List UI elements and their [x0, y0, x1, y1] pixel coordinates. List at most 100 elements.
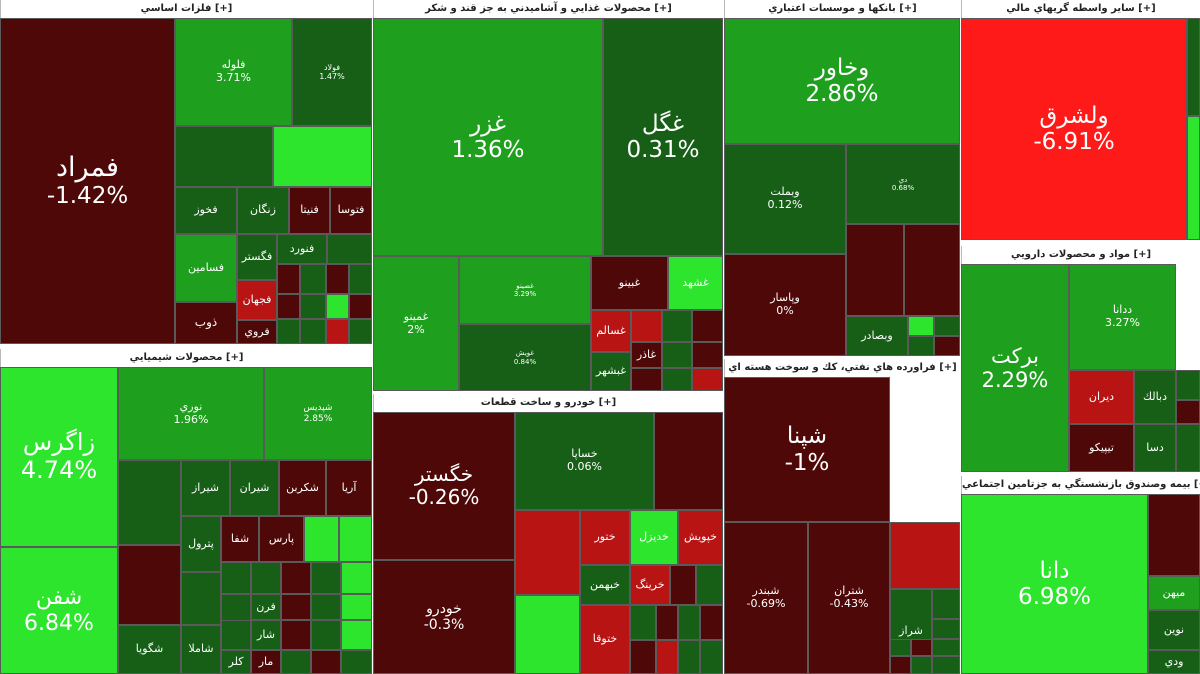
treemap-cell[interactable]: ختوقا: [580, 605, 630, 674]
treemap-cell[interactable]: [630, 640, 656, 674]
treemap-cell[interactable]: [932, 589, 960, 619]
treemap-cell[interactable]: غمينو 2%: [373, 256, 459, 391]
treemap-cell[interactable]: [341, 650, 372, 674]
treemap-cell[interactable]: [277, 294, 300, 319]
treemap-cell[interactable]: [349, 264, 372, 294]
treemap-cell[interactable]: [662, 368, 692, 391]
treemap-cell[interactable]: [700, 605, 723, 640]
treemap-cell[interactable]: [277, 264, 300, 294]
treemap-cell[interactable]: [175, 126, 273, 187]
treemap-cell[interactable]: [932, 639, 960, 656]
treemap-cell[interactable]: [630, 605, 656, 640]
treemap-cell[interactable]: [1187, 116, 1200, 240]
treemap-cell[interactable]: [631, 310, 662, 342]
treemap-cell[interactable]: ددانا 3.27%: [1069, 264, 1176, 370]
treemap-cell[interactable]: فتوسا: [330, 187, 372, 234]
treemap-cell[interactable]: [181, 572, 221, 625]
treemap-cell[interactable]: فنورد: [277, 234, 327, 264]
sector-header[interactable]: فراورده هاي نفتي، كك و سوخت هسته اي [+]: [724, 359, 960, 377]
treemap-cell[interactable]: [300, 319, 326, 344]
sector-header[interactable]: فلزات اساسي [+]: [0, 0, 372, 18]
treemap-cell[interactable]: [890, 656, 911, 674]
treemap-cell[interactable]: [662, 310, 692, 342]
treemap-cell[interactable]: شپنا -1%: [724, 377, 890, 522]
treemap-cell[interactable]: [221, 620, 251, 650]
treemap-cell[interactable]: [654, 412, 723, 510]
treemap-cell[interactable]: [904, 224, 960, 316]
treemap-cell[interactable]: دسا: [1134, 424, 1176, 472]
treemap-cell[interactable]: [341, 594, 372, 620]
sector-header[interactable]: مواد و محصولات دارويي [+]: [961, 246, 1200, 264]
treemap-cell[interactable]: [300, 294, 326, 319]
treemap-cell[interactable]: ميهن: [1148, 576, 1200, 610]
treemap-cell[interactable]: [311, 650, 341, 674]
sector-header[interactable]: محصولات غذايي و آشاميدني به جز قند و شكر…: [373, 0, 723, 18]
treemap-cell[interactable]: شتران -0.43%: [808, 522, 890, 674]
treemap-cell[interactable]: [670, 565, 696, 605]
treemap-cell[interactable]: شبندر -0.69%: [724, 522, 808, 674]
treemap-cell[interactable]: غگل 0.31%: [603, 18, 723, 256]
treemap-cell[interactable]: پارس: [259, 516, 304, 562]
treemap-cell[interactable]: دبالك: [1134, 370, 1176, 424]
treemap-cell[interactable]: وخاور 2.86%: [724, 18, 960, 144]
treemap-cell[interactable]: نوين: [1148, 610, 1200, 650]
treemap-cell[interactable]: شپديس 2.85%: [264, 367, 372, 460]
treemap-cell[interactable]: [341, 620, 372, 650]
treemap-cell[interactable]: خرينگ: [630, 565, 670, 605]
treemap-cell[interactable]: شيراز: [181, 460, 230, 516]
treemap-cell[interactable]: فروي: [237, 320, 277, 344]
treemap-cell[interactable]: [932, 656, 960, 674]
treemap-cell[interactable]: ديران: [1069, 370, 1134, 424]
treemap-cell[interactable]: خبهمن: [580, 565, 630, 605]
treemap-cell[interactable]: [273, 126, 372, 187]
treemap-cell[interactable]: شار: [251, 620, 281, 650]
treemap-cell[interactable]: فولاد 1.47%: [292, 18, 372, 126]
treemap-cell[interactable]: [281, 650, 311, 674]
treemap-cell[interactable]: فخوز: [175, 187, 237, 234]
treemap-cell[interactable]: [118, 545, 181, 625]
treemap-cell[interactable]: ودي: [1148, 650, 1200, 674]
treemap-cell[interactable]: فمراد -1.42%: [0, 18, 175, 344]
treemap-cell[interactable]: [656, 640, 678, 674]
treemap-cell[interactable]: ختور: [580, 510, 630, 565]
treemap-cell[interactable]: [1187, 18, 1200, 116]
treemap-cell[interactable]: بركت 2.29%: [961, 264, 1069, 472]
treemap-cell[interactable]: تيپيكو: [1069, 424, 1134, 472]
treemap-cell[interactable]: [327, 234, 372, 264]
treemap-cell[interactable]: وپاسار 0%: [724, 254, 846, 356]
treemap-cell[interactable]: [515, 595, 580, 674]
treemap-cell[interactable]: پترول: [181, 516, 221, 572]
treemap-cell[interactable]: [934, 336, 960, 356]
treemap-cell[interactable]: [326, 319, 349, 344]
treemap-cell[interactable]: [515, 510, 580, 595]
treemap-cell[interactable]: فرن: [251, 594, 281, 620]
sector-header[interactable]: بانكها و موسسات اعتباري [+]: [724, 0, 960, 18]
treemap-cell[interactable]: غبشهر: [591, 352, 631, 391]
treemap-cell[interactable]: [908, 336, 934, 356]
treemap-cell[interactable]: شيران: [230, 460, 279, 516]
treemap-cell[interactable]: [890, 522, 960, 589]
treemap-cell[interactable]: [326, 294, 349, 319]
treemap-cell[interactable]: خپويش: [678, 510, 723, 565]
treemap-cell[interactable]: [692, 310, 723, 342]
treemap-cell[interactable]: [1148, 494, 1200, 576]
treemap-cell[interactable]: شگويا: [118, 625, 181, 674]
treemap-cell[interactable]: [349, 294, 372, 319]
treemap-cell[interactable]: شفن 6.84%: [0, 547, 118, 674]
treemap-cell[interactable]: [281, 620, 311, 650]
treemap-cell[interactable]: خگستر -0.26%: [373, 412, 515, 560]
treemap-cell[interactable]: نوري 1.96%: [118, 367, 264, 460]
treemap-cell[interactable]: [349, 319, 372, 344]
treemap-cell[interactable]: [692, 342, 723, 368]
treemap-cell[interactable]: ذوب: [175, 302, 237, 344]
treemap-cell[interactable]: [221, 562, 251, 594]
treemap-cell[interactable]: شاملا: [181, 625, 221, 674]
treemap-cell[interactable]: [311, 620, 341, 650]
treemap-cell[interactable]: زنگان: [237, 187, 289, 234]
sector-header[interactable]: بيمه وصندوق بازنشستگي به جزتامين اجتماعي…: [961, 476, 1200, 494]
treemap-cell[interactable]: [304, 516, 339, 562]
treemap-cell[interactable]: [908, 316, 934, 336]
treemap-cell[interactable]: خودرو -0.3%: [373, 560, 515, 674]
treemap-cell[interactable]: [281, 594, 311, 620]
treemap-cell[interactable]: فسامين: [175, 234, 237, 302]
